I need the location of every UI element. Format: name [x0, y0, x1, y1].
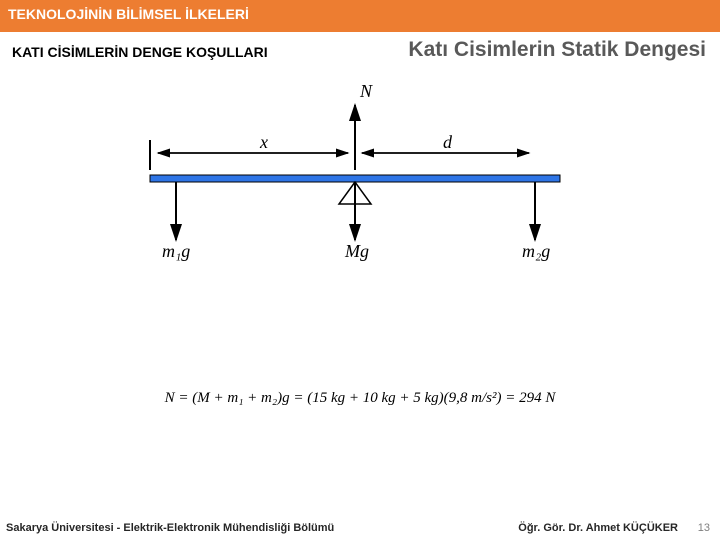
- svg-text:m₂g: m₂g: [522, 241, 550, 261]
- svg-text:N: N: [359, 85, 373, 101]
- svg-text:Mg: Mg: [344, 241, 369, 261]
- footer-left: Sakarya Üniversitesi - Elektrik-Elektron…: [6, 522, 334, 534]
- equation: N = (M + m₁ + m₂)g = (15 kg + 10 kg + 5 …: [0, 390, 720, 407]
- svg-text:d: d: [443, 132, 453, 152]
- footer-right: Öğr. Gör. Dr. Ahmet KÜÇÜKER: [518, 522, 678, 534]
- svg-text:m₁g: m₁g: [162, 241, 190, 261]
- header-title: TEKNOLOJİNİN BİLİMSEL İLKELERİ: [8, 6, 249, 22]
- subheader-right: Katı Cisimlerin Statik Dengesi: [408, 38, 706, 62]
- beam-diagram: N Mg m₁g m₂g x d: [120, 85, 590, 270]
- footer: Sakarya Üniversitesi - Elektrik-Elektron…: [0, 516, 720, 536]
- svg-text:x: x: [259, 132, 268, 152]
- header-bar: TEKNOLOJİNİN BİLİMSEL İLKELERİ: [0, 0, 720, 32]
- footer-page: 13: [698, 522, 710, 534]
- subheader-left: KATI CİSİMLERİN DENGE KOŞULLARI: [12, 44, 268, 60]
